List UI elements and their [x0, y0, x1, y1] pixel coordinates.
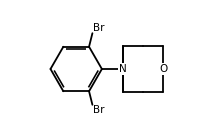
Text: Br: Br — [93, 22, 104, 33]
Text: Br: Br — [93, 105, 104, 116]
Text: N: N — [119, 64, 127, 74]
Text: O: O — [159, 64, 168, 74]
